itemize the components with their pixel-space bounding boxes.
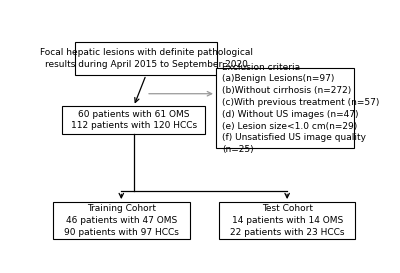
FancyBboxPatch shape <box>216 69 354 149</box>
FancyBboxPatch shape <box>219 202 355 239</box>
Text: Training Cohort
46 patients with 47 OMS
90 patients with 97 HCCs: Training Cohort 46 patients with 47 OMS … <box>64 204 179 237</box>
FancyBboxPatch shape <box>75 42 218 75</box>
Text: 60 patients with 61 OMS
112 patients with 120 HCCs: 60 patients with 61 OMS 112 patients wit… <box>71 109 197 130</box>
Text: Test Cohort
14 patients with 14 OMS
22 patients with 23 HCCs: Test Cohort 14 patients with 14 OMS 22 p… <box>230 204 344 237</box>
FancyBboxPatch shape <box>53 202 190 239</box>
Text: Focal hepatic lesions with definite pathological
results during April 2015 to Se: Focal hepatic lesions with definite path… <box>40 48 253 69</box>
FancyBboxPatch shape <box>62 106 205 134</box>
Text: Exclusion criteria
(a)Benign Lesions(n=97)
(b)Without cirrhosis (n=272)
(c)With : Exclusion criteria (a)Benign Lesions(n=9… <box>222 63 380 154</box>
